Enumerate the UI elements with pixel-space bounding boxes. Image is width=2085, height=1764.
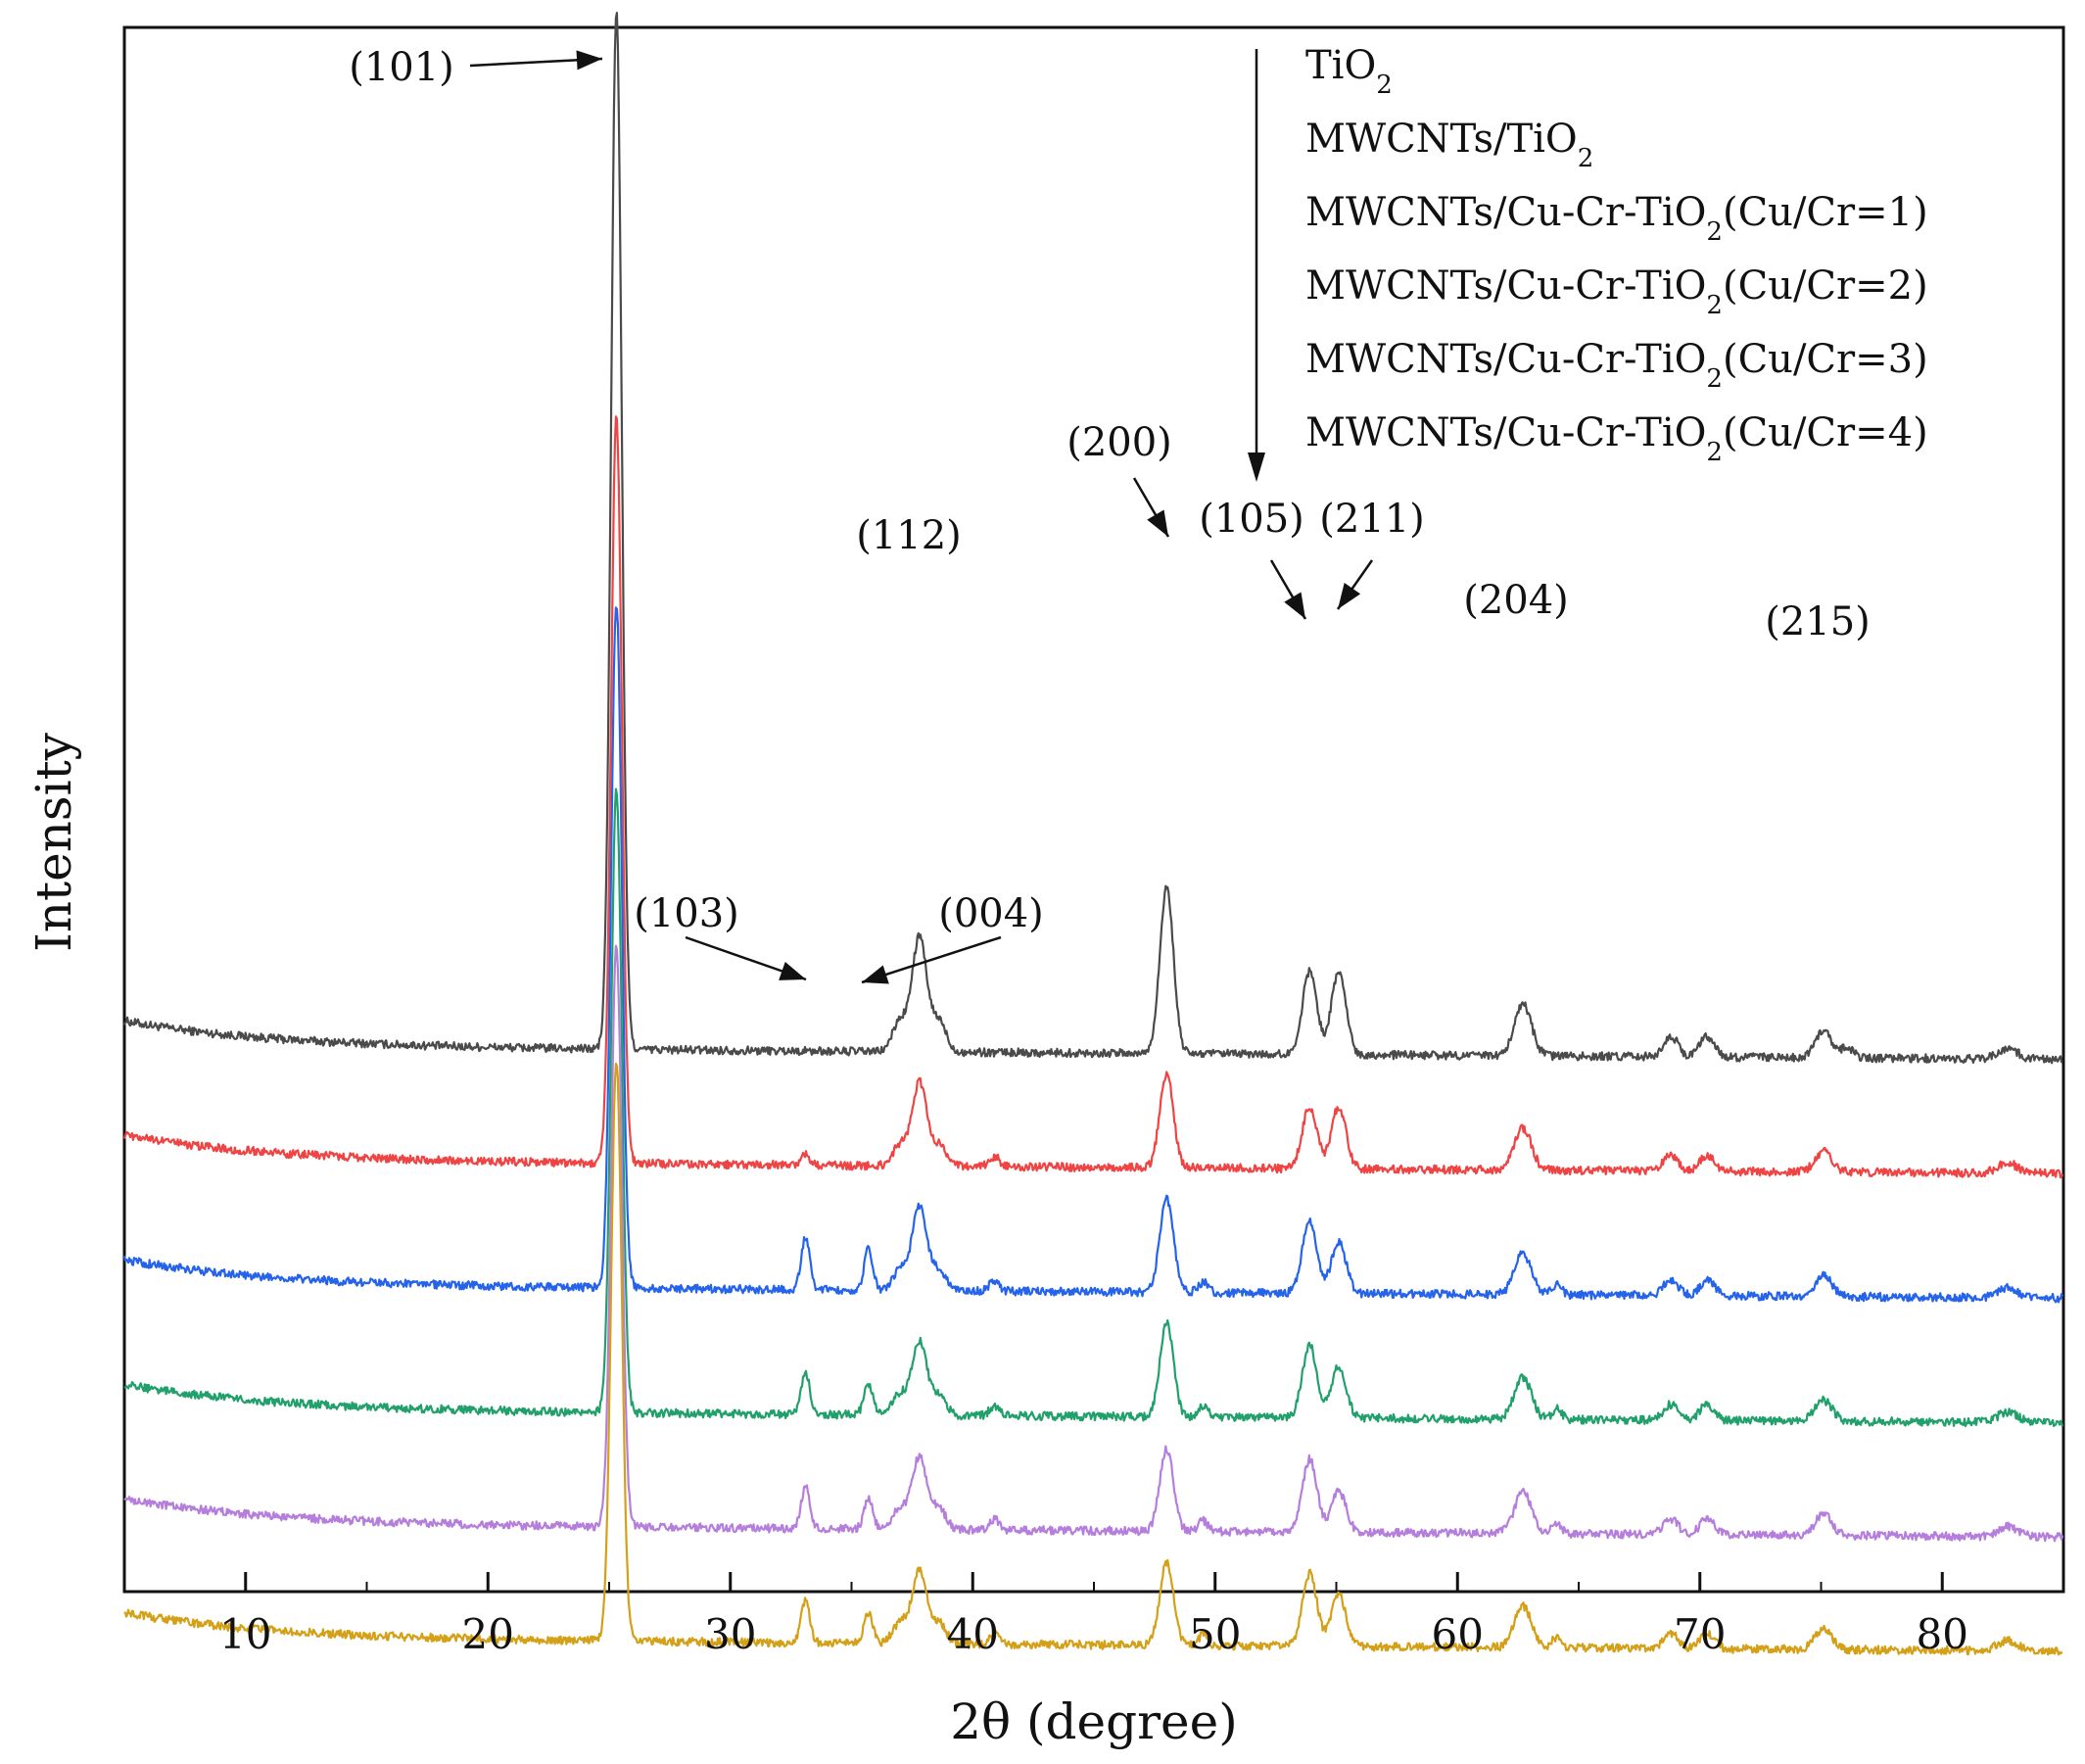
peak-label: (004) [938,891,1044,936]
x-tick-label: 20 [462,1610,514,1658]
peak-label: (103) [634,891,739,936]
series-line-6 [123,1062,2063,1656]
peak-label: (211) [1319,497,1425,542]
series-line-4 [123,787,2064,1428]
legend-entry: MWCNTs/Cu-Cr-TiO2(Cu/Cr=4) [1305,410,1928,467]
x-tick-label: 50 [1189,1610,1241,1658]
legend-entry: MWCNTs/Cu-Cr-TiO2(Cu/Cr=1) [1305,190,1928,247]
series-line-2 [122,415,2064,1179]
x-tick-label: 40 [947,1610,999,1658]
peak-label: (215) [1765,599,1871,644]
peak-arrow-head [1284,592,1305,619]
x-axis-ticks: 10 20 30 40 50 60 70 80 [123,1572,2064,1658]
y-axis-label: Intensity [25,732,82,952]
x-tick-label: 30 [704,1610,756,1658]
peak-arrow-head [1147,509,1168,537]
plot-frame [122,25,2065,1594]
peak-label: (101) [349,45,454,90]
x-tick-label: 60 [1432,1610,1484,1658]
legend-entry: MWCNTs/Cu-Cr-TiO2(Cu/Cr=3) [1305,337,1928,394]
peak-arrow-head [862,965,889,984]
peak-annotations: (101) (112) (200) (105) (211) (204) (215) (103)… [349,45,1871,984]
x-tick-label: 80 [1917,1610,1968,1658]
peak-arrow-head [779,961,806,980]
peak-label: (105) [1199,497,1304,542]
series-line-3 [122,606,2064,1304]
peak-label: (204) [1463,578,1569,623]
legend-entry: MWCNTs/TiO2 [1305,117,1593,173]
peak-label: (200) [1066,420,1172,465]
peak-arrow-head [576,50,602,71]
legend: TiO2 MWCNTs/TiO2 MWCNTs/Cu-Cr-TiO2(Cu/Cr=1… [1305,43,1928,467]
x-tick-label: 10 [219,1610,271,1658]
series-line-5 [123,944,2064,1543]
x-tick-label: 70 [1674,1610,1726,1658]
legend-arrow-head [1248,453,1265,482]
x-axis-label: 2θ (degree) [950,1693,1238,1750]
series-layer [122,12,2064,1656]
legend-entry: TiO2 [1305,43,1393,100]
legend-entry: MWCNTs/Cu-Cr-TiO2(Cu/Cr=2) [1305,263,1928,320]
series-line-1 [122,12,2063,1065]
peak-arrow-head [1338,582,1361,609]
peak-label: (112) [856,513,962,558]
